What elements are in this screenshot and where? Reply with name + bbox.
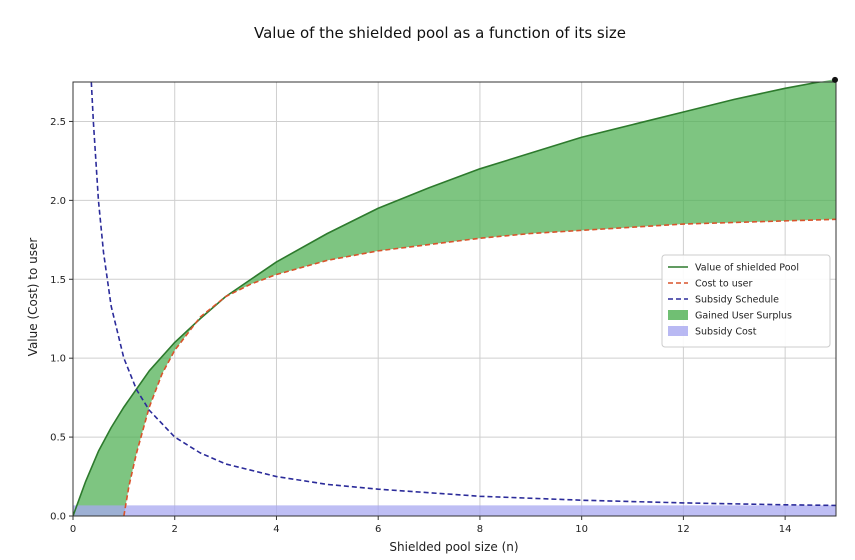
x-tick-label: 14 xyxy=(779,524,792,535)
y-tick-label: 0.5 xyxy=(50,433,66,444)
x-tick-label: 6 xyxy=(375,524,381,535)
series-cost-to-user xyxy=(123,218,836,516)
x-tick-label: 12 xyxy=(677,524,690,535)
legend-label: Gained User Surplus xyxy=(695,311,792,322)
legend-label: Cost to user xyxy=(695,279,753,290)
chart-title: Value of the shielded pool as a function… xyxy=(254,24,626,42)
legend-label: Value of shielded Pool xyxy=(695,263,799,274)
y-axis-label: Value (Cost) to user xyxy=(26,238,40,357)
legend-swatch xyxy=(668,326,688,336)
y-tick-label: 1.0 xyxy=(50,354,66,365)
x-tick-label: 10 xyxy=(575,524,588,535)
y-tick-label: 0.0 xyxy=(50,512,66,523)
x-axis-label: Shielded pool size (n) xyxy=(389,540,518,554)
y-tick-label: 2.5 xyxy=(50,117,66,128)
y-tick-label: 2.0 xyxy=(50,196,66,207)
legend-label: Subsidy Cost xyxy=(695,327,757,338)
series-lines xyxy=(73,82,836,516)
x-tick-label: 8 xyxy=(477,524,483,535)
fill-gained-user-surplus xyxy=(73,78,836,517)
legend: Value of shielded Pool Cost to user Subsid… xyxy=(661,254,831,348)
fill-subsidy-cost xyxy=(73,505,836,516)
legend-label: Subsidy Schedule xyxy=(695,295,779,306)
y-axis-ticks: 0.0 0.5 1.0 1.5 2.0 2.5 xyxy=(50,117,73,523)
x-tick-label: 4 xyxy=(273,524,279,535)
series-subsidy-schedule xyxy=(90,82,836,507)
x-axis-ticks: 0 2 4 6 8 10 12 14 xyxy=(70,516,792,535)
fills xyxy=(73,78,836,517)
plot-frame xyxy=(72,81,837,517)
legend-box xyxy=(661,254,831,348)
series-end-marker xyxy=(832,76,838,83)
x-tick-label: 2 xyxy=(172,524,178,535)
y-tick-label: 1.5 xyxy=(50,275,66,286)
legend-swatch xyxy=(668,310,688,320)
x-tick-label: 0 xyxy=(70,524,76,535)
series-value-of-shielded-pool xyxy=(73,82,824,516)
